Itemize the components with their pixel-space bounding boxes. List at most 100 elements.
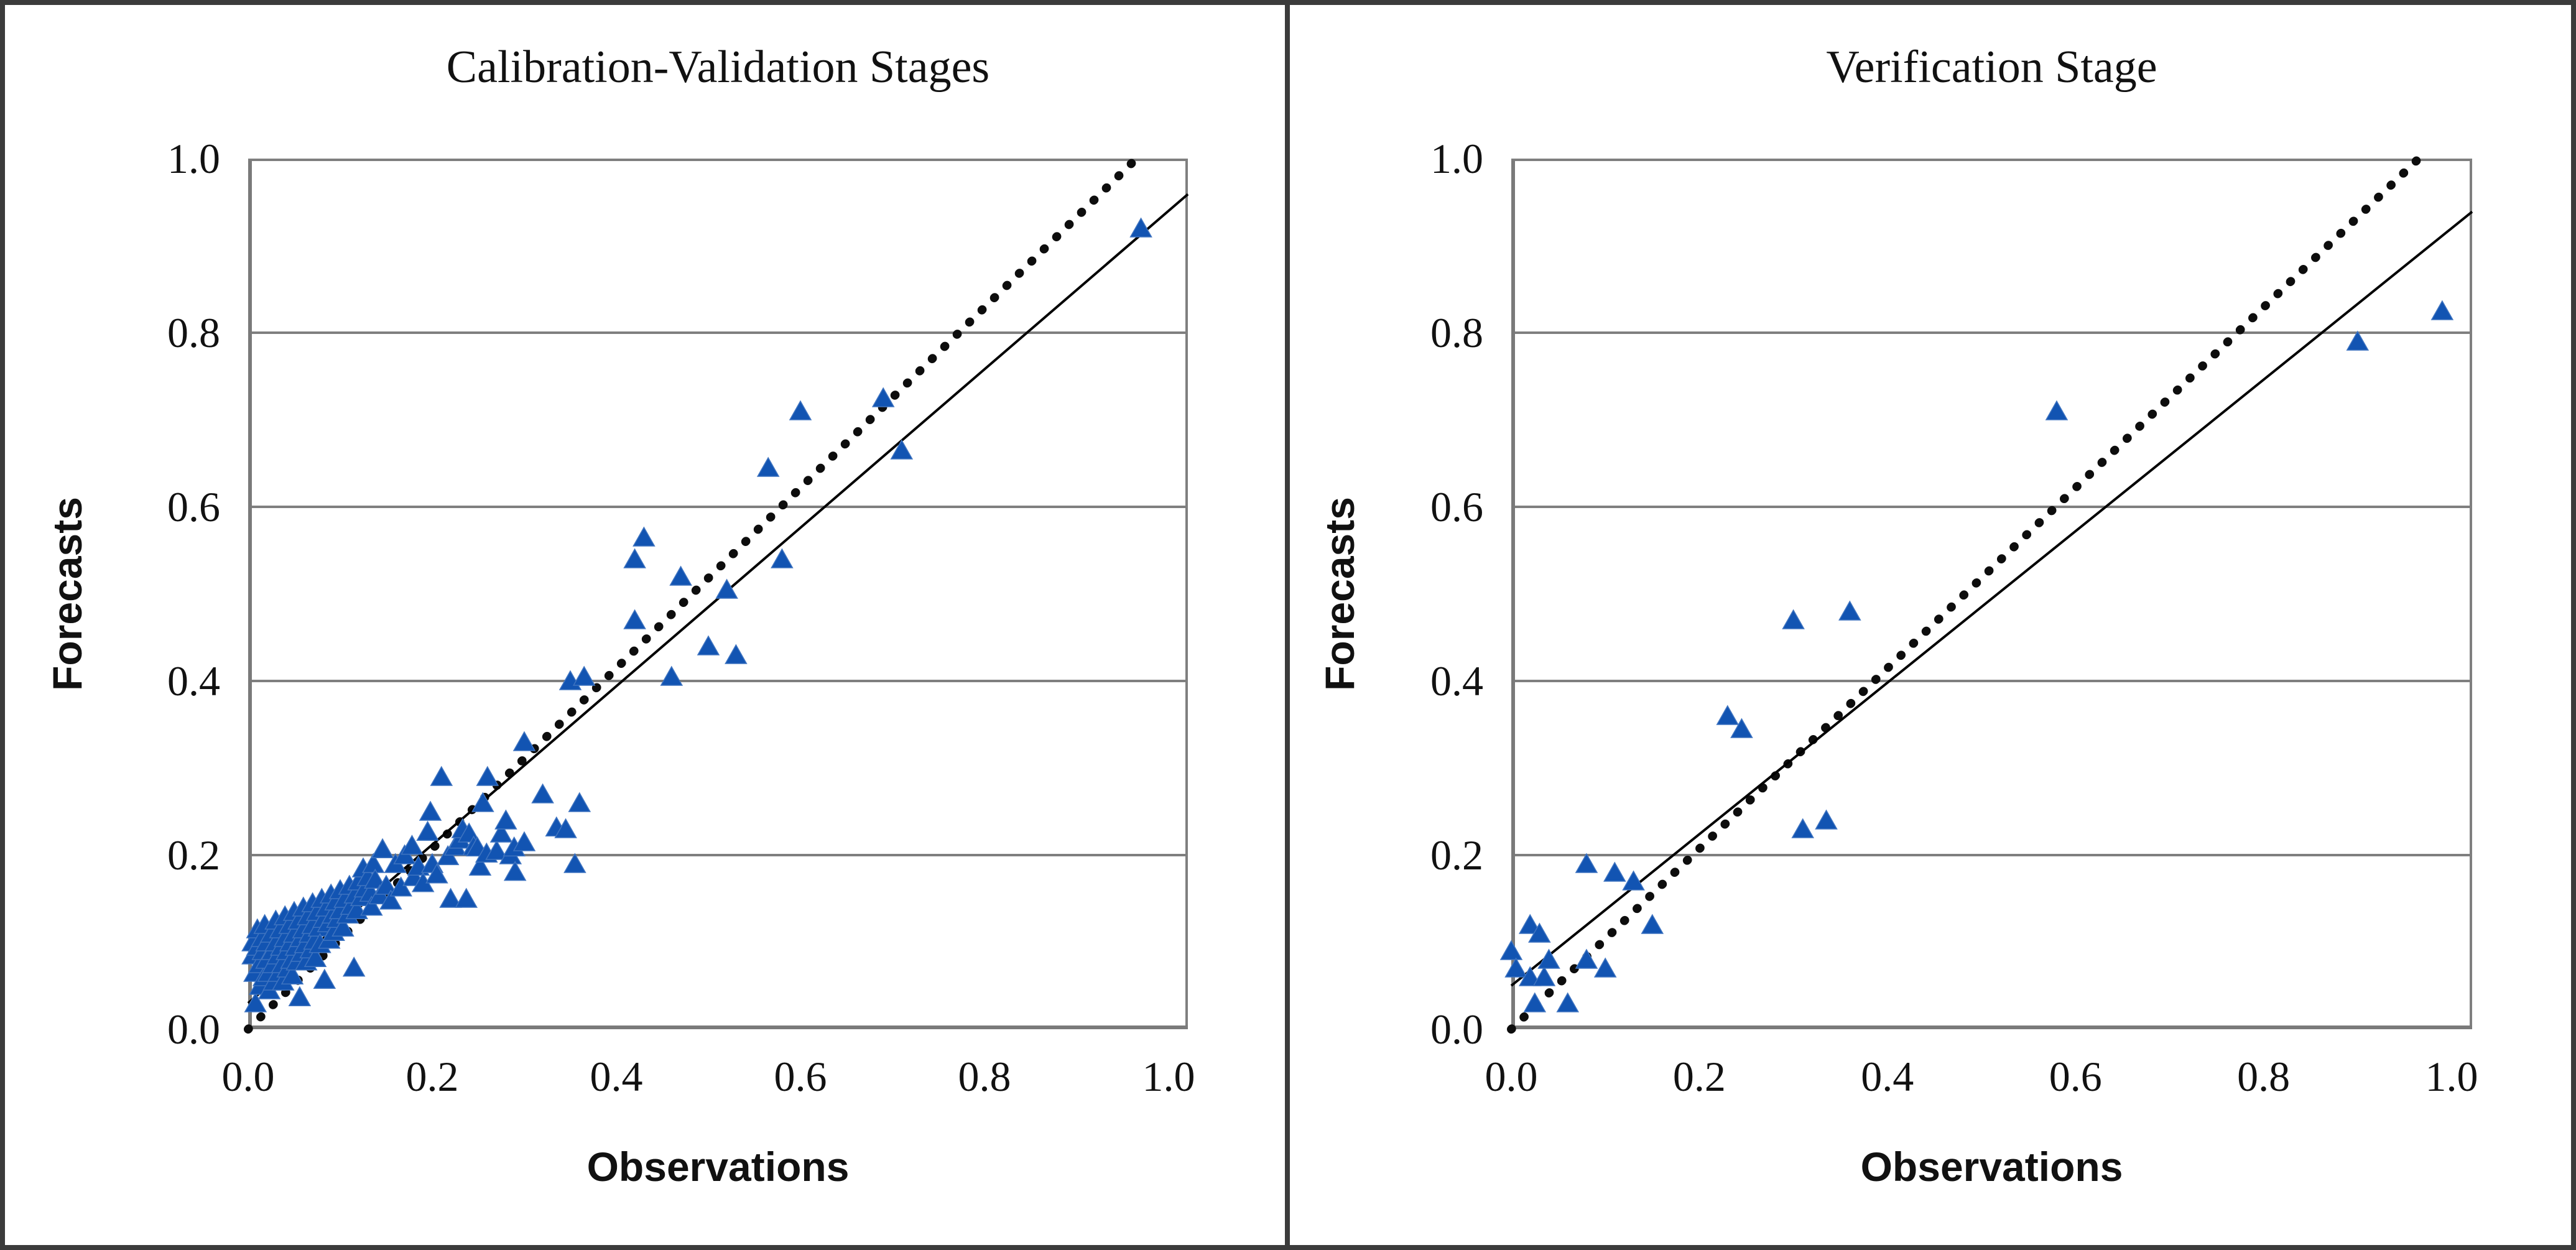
y-tick-label: 0.8 bbox=[1430, 309, 1483, 356]
data-point-triangle bbox=[303, 947, 327, 967]
x-tick-label: 0.8 bbox=[2237, 1053, 2291, 1100]
data-point-triangle bbox=[1730, 718, 1753, 738]
data-point-triangle bbox=[725, 644, 748, 664]
data-point-triangle bbox=[1575, 948, 1598, 969]
data-point-triangle bbox=[2430, 300, 2454, 320]
x-tick-label: 1.0 bbox=[2425, 1053, 2478, 1100]
identity-line-dotted bbox=[244, 154, 1141, 1034]
data-point-triangle bbox=[1815, 809, 1838, 830]
x-axis-title: Observations bbox=[586, 1144, 850, 1190]
regression-line bbox=[1510, 210, 2473, 987]
data-point-triangle bbox=[1575, 853, 1598, 873]
data-point-triangle bbox=[288, 986, 312, 1006]
x-tick-label: 0.6 bbox=[2049, 1053, 2102, 1100]
data-point-triangle bbox=[371, 838, 394, 858]
data-point-triangle bbox=[379, 889, 402, 910]
data-point-triangle bbox=[715, 578, 738, 599]
data-point-triangle bbox=[476, 766, 499, 786]
data-point-triangle bbox=[1716, 705, 1740, 725]
data-point-triangle bbox=[1782, 609, 1805, 629]
data-point-triangle bbox=[455, 887, 478, 908]
data-point-triangle bbox=[1838, 600, 1861, 621]
identity-line-dotted bbox=[1507, 154, 2424, 1034]
data-point-triangle bbox=[1499, 940, 1523, 960]
data-point-triangle bbox=[1528, 922, 1551, 943]
data-point-triangle bbox=[1518, 914, 1542, 934]
y-tick-label: 0.6 bbox=[1430, 483, 1483, 530]
data-point-triangle bbox=[1593, 957, 1617, 978]
data-point-triangle bbox=[494, 809, 517, 830]
panel-calibration-validation: Calibration-Validation Stages Forecasts Ob… bbox=[5, 5, 1285, 1245]
data-point-triangle bbox=[2346, 330, 2370, 351]
data-point-triangle bbox=[563, 853, 586, 873]
data-point-triangle bbox=[512, 831, 536, 851]
y-tick-label: 0.0 bbox=[167, 1006, 220, 1053]
y-tick-label: 0.0 bbox=[1430, 1006, 1483, 1053]
data-point-triangle bbox=[572, 665, 596, 686]
y-tick-label: 0.8 bbox=[167, 309, 220, 356]
plot-area bbox=[1499, 154, 2473, 1034]
x-tick-label: 0.0 bbox=[1485, 1053, 1538, 1100]
data-point-triangle bbox=[331, 916, 354, 937]
data-point-triangle bbox=[1791, 818, 1815, 838]
data-point-triangle bbox=[890, 439, 914, 460]
data-point-triangle bbox=[1641, 914, 1664, 934]
data-point-triangle bbox=[471, 792, 494, 812]
data-point-triangle bbox=[512, 731, 536, 751]
data-point-triangle bbox=[430, 766, 453, 786]
data-point-triangle bbox=[660, 665, 683, 686]
data-point-triangle bbox=[485, 840, 508, 860]
data-point-triangle bbox=[1504, 957, 1527, 978]
y-axis-title: Forecasts bbox=[44, 497, 90, 691]
data-point-triangle bbox=[342, 956, 366, 977]
x-axis-title: Observations bbox=[1860, 1144, 2123, 1190]
x-tick-label: 0.0 bbox=[221, 1053, 275, 1100]
data-point-triangle bbox=[1523, 992, 1547, 1012]
y-tick-label: 1.0 bbox=[1430, 135, 1483, 182]
y-tick-label: 0.4 bbox=[167, 657, 220, 705]
x-tick-label: 0.6 bbox=[774, 1053, 827, 1100]
data-point-triangle bbox=[2045, 400, 2069, 420]
data-point-triangle bbox=[531, 783, 554, 803]
data-point-triangle bbox=[1518, 966, 1542, 986]
data-point-triangle bbox=[623, 548, 646, 568]
data-point-triangle bbox=[669, 565, 692, 586]
y-tick-label: 1.0 bbox=[167, 135, 220, 182]
data-point-triangle bbox=[789, 400, 812, 420]
x-tick-label: 0.4 bbox=[1861, 1053, 1914, 1100]
data-point-triangle bbox=[503, 861, 527, 881]
data-point-triangle bbox=[756, 456, 780, 477]
data-point-triangle bbox=[871, 387, 895, 407]
data-point-triangle bbox=[1556, 992, 1580, 1012]
data-point-triangle bbox=[374, 874, 398, 895]
y-axis-title: Forecasts bbox=[1317, 497, 1363, 691]
data-point-triangle bbox=[623, 609, 646, 629]
y-tick-label: 0.2 bbox=[1430, 831, 1483, 879]
x-tick-label: 0.2 bbox=[405, 1053, 459, 1100]
data-point-triangle bbox=[389, 876, 412, 897]
chart-title: Calibration-Validation Stages bbox=[446, 42, 990, 93]
data-point-triangle bbox=[419, 800, 442, 821]
panel-divider bbox=[1285, 5, 1290, 1245]
y-tick-label: 0.4 bbox=[1430, 657, 1483, 705]
y-tick-label: 0.2 bbox=[167, 831, 220, 879]
chart-title: Verification Stage bbox=[1826, 42, 2157, 93]
data-point-triangle bbox=[697, 635, 720, 655]
data-point-triangle bbox=[244, 992, 267, 1012]
data-point-triangle bbox=[280, 964, 304, 984]
y-tick-label: 0.6 bbox=[167, 483, 220, 530]
data-point-triangle bbox=[468, 855, 492, 876]
data-point-triangle bbox=[313, 968, 336, 989]
data-point-triangle bbox=[363, 868, 387, 889]
data-point-triangle bbox=[1603, 861, 1626, 882]
x-tick-label: 0.4 bbox=[590, 1053, 643, 1100]
data-point-triangle bbox=[1622, 870, 1645, 891]
plot-area bbox=[241, 154, 1189, 1034]
panel-verification: Verification Stage Forecasts Observations 1… bbox=[1290, 5, 2571, 1245]
x-tick-label: 0.2 bbox=[1672, 1053, 1726, 1100]
data-point-triangle bbox=[489, 822, 513, 843]
data-point-triangle bbox=[425, 863, 448, 884]
data-point-triangle bbox=[401, 835, 424, 855]
data-point-triangle bbox=[632, 526, 656, 547]
